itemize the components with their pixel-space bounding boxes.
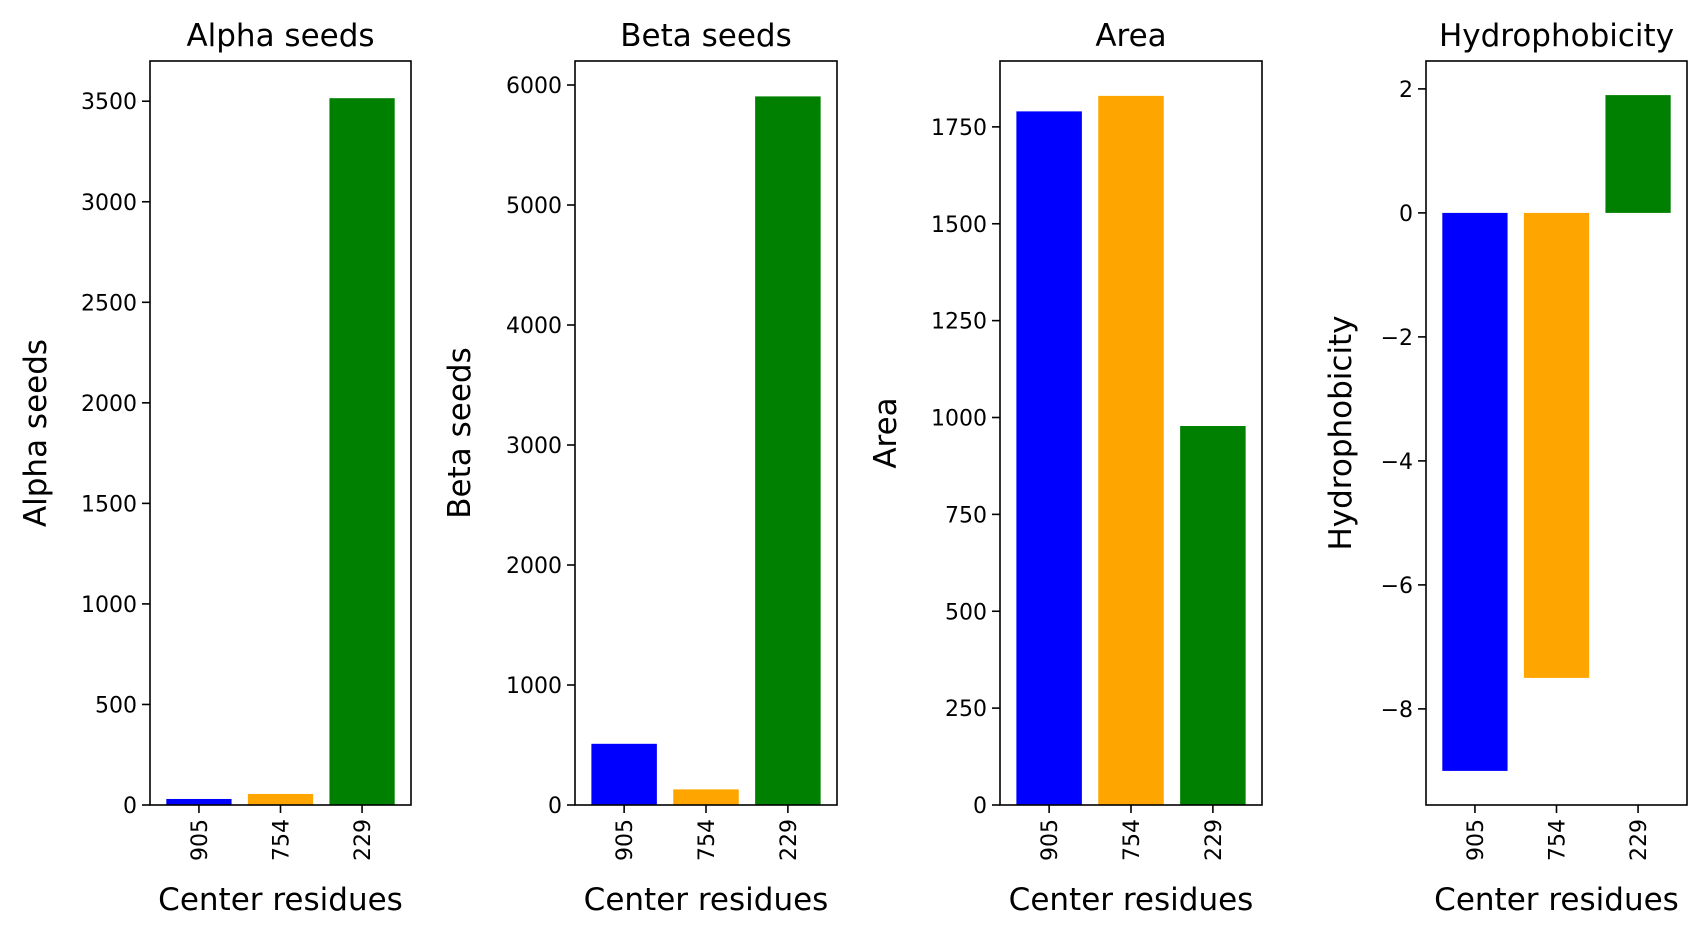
bar-229: [329, 98, 395, 805]
x-tick-label: 229: [1627, 819, 1652, 861]
y-tick-label: 4000: [506, 314, 562, 339]
bar-229: [1180, 426, 1246, 805]
bar-754: [1098, 95, 1164, 806]
y-tick-label: 2000: [81, 392, 137, 417]
y-tick-label: 5000: [506, 194, 562, 219]
y-tick-label: 1000: [81, 593, 137, 618]
chart-panel-1: 905 754 229 0 500 1000 1500 2000 2500 3000 3500 Alp…: [18, 18, 412, 918]
x-tick-label: 905: [188, 819, 213, 861]
axes-frame: [999, 60, 1263, 806]
bar-229: [755, 96, 821, 805]
axes-frame: [574, 60, 838, 806]
chart-title: Area: [1095, 18, 1166, 54]
x-axis-label: Center residues: [158, 882, 403, 918]
y-tick-label: 1500: [81, 492, 137, 517]
axes-frame: [149, 60, 412, 806]
y-tick-label: −2: [1381, 326, 1413, 351]
bar-754: [1523, 212, 1590, 678]
bar-229: [1605, 95, 1671, 213]
x-tick-label: 905: [1038, 819, 1063, 861]
x-axis-label: Center residues: [1009, 882, 1254, 918]
x-tick-label: 754: [695, 819, 720, 861]
axes-frame: [1425, 60, 1688, 806]
x-tick-label: 229: [777, 819, 802, 861]
y-tick-label: 250: [945, 697, 987, 722]
y-axis-label: Area: [868, 397, 904, 468]
y-tick-label: 2: [1399, 78, 1413, 103]
y-tick-label: 2000: [506, 554, 562, 579]
y-tick-label: 500: [945, 600, 987, 625]
y-tick-label: 0: [973, 794, 987, 819]
y-axis-label: Hydrophobicity: [1323, 315, 1359, 550]
chart-panel-2: 905 754 229 0 1000 2000 3000 4000 5000 6000 Beta s…: [442, 18, 838, 918]
y-tick-label: 1250: [931, 310, 987, 335]
x-tick-label: 229: [351, 819, 376, 861]
y-tick-label: 1000: [506, 674, 562, 699]
y-tick-label: 500: [95, 693, 137, 718]
y-tick-label: 1000: [931, 407, 987, 432]
y-tick-label: 3000: [506, 434, 562, 459]
bar-754: [247, 793, 314, 805]
chart-panel-3: 905 754 229 0 250 500 750 1000 1250 1500 1750 Area C…: [868, 18, 1263, 918]
x-tick-label: 905: [1464, 819, 1489, 861]
x-tick-label: 229: [1202, 819, 1227, 861]
bar-905: [591, 743, 657, 805]
y-tick-label: 3000: [81, 191, 137, 216]
y-tick-label: −6: [1381, 574, 1413, 599]
bar-905: [1442, 212, 1508, 771]
y-tick-label: 0: [123, 794, 137, 819]
chart-title: Hydrophobicity: [1439, 18, 1674, 54]
bar-905: [1016, 111, 1082, 806]
chart-title: Alpha seeds: [186, 18, 374, 54]
y-axis-label: Alpha seeds: [18, 339, 54, 527]
chart-panel-4: 905 754 229 −8 −6 −4 −2 0 2 Hydrophobicity Center …: [1323, 18, 1688, 918]
y-tick-label: 750: [945, 503, 987, 528]
y-tick-label: 2500: [81, 291, 137, 316]
y-tick-label: 1500: [931, 213, 987, 238]
x-tick-label: 754: [1120, 819, 1145, 861]
x-axis-label: Center residues: [584, 882, 829, 918]
bar-905: [166, 798, 232, 805]
x-tick-label: 754: [270, 819, 295, 861]
y-tick-label: 6000: [506, 74, 562, 99]
bar-754: [673, 789, 739, 805]
x-axis-label: Center residues: [1434, 882, 1679, 918]
y-tick-label: 1750: [931, 116, 987, 141]
y-tick-label: 0: [1399, 202, 1413, 227]
y-tick-label: −8: [1381, 698, 1413, 723]
x-tick-label: 754: [1546, 819, 1571, 861]
y-axis-label: Beta seeds: [442, 347, 478, 518]
y-tick-label: −4: [1381, 450, 1413, 475]
chart-title: Beta seeds: [620, 18, 791, 54]
y-tick-label: 3500: [81, 90, 137, 115]
y-tick-label: 0: [548, 794, 562, 819]
x-tick-label: 905: [613, 819, 638, 861]
